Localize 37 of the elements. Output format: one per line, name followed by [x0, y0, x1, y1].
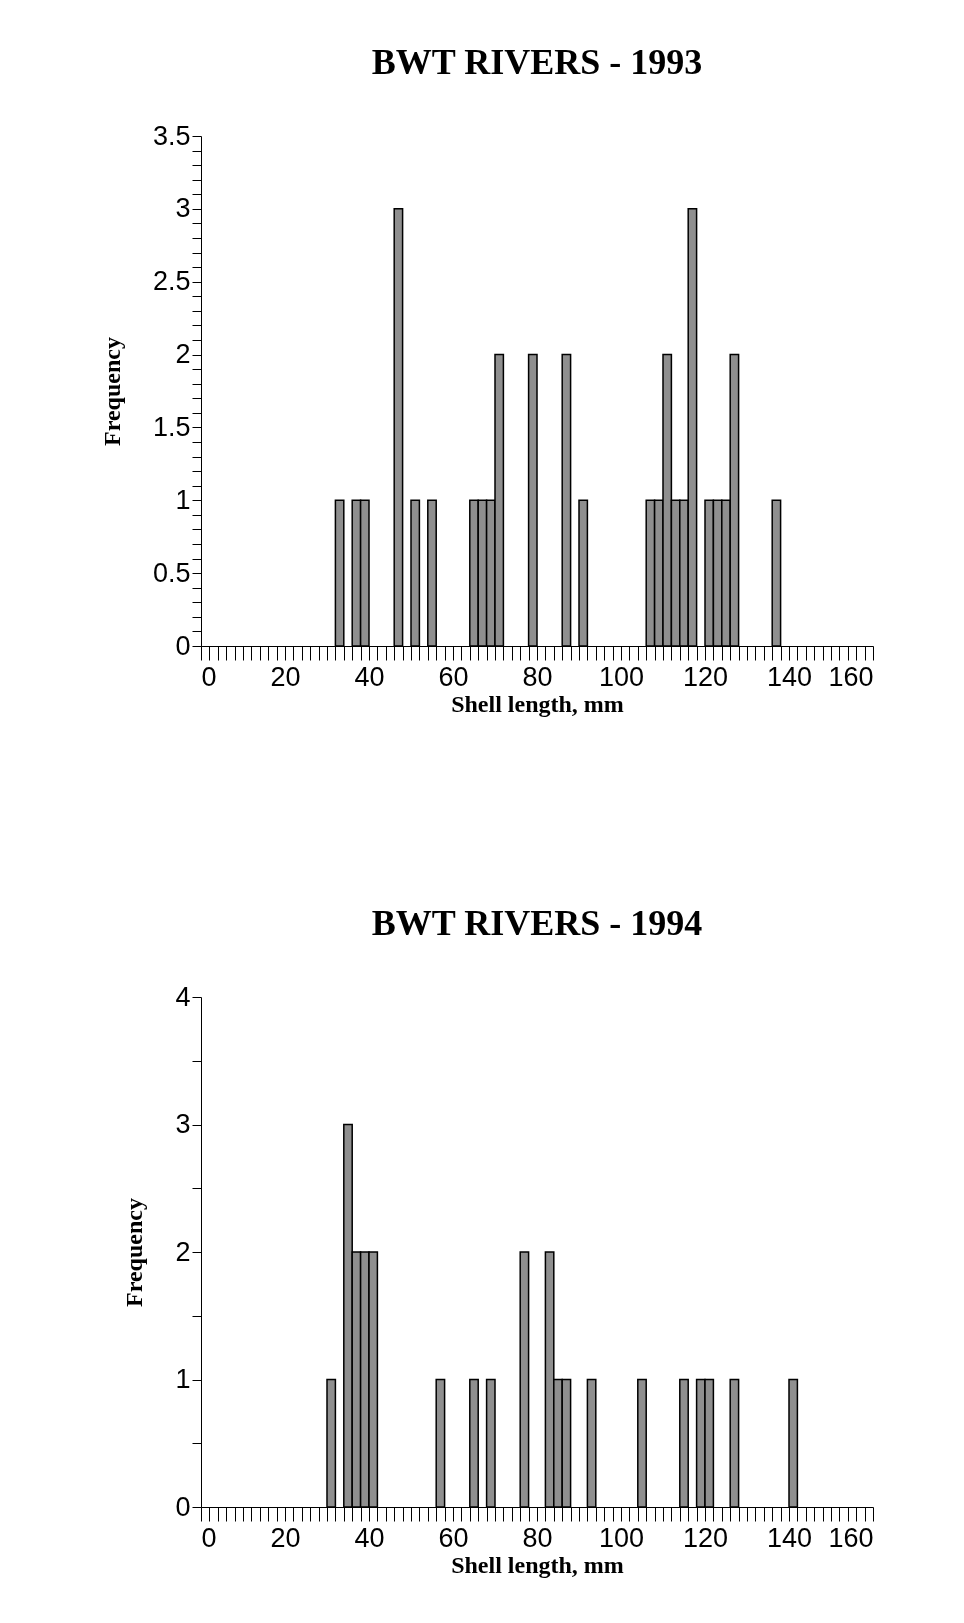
x-tick-label: 160 [828, 1522, 874, 1553]
x-tick-label: 120 [682, 1522, 729, 1553]
x-tick-label: 0 [201, 1522, 217, 1553]
y-tick-label: 0 [175, 1491, 191, 1522]
y-tick-label: 3 [175, 1109, 191, 1139]
x-tick-label: 20 [270, 661, 301, 692]
x-tick-label: 140 [766, 1522, 813, 1553]
y-tick-label: 0 [175, 630, 191, 661]
y-axis-title: Frequency [98, 337, 125, 446]
x-tick-label: 120 [682, 661, 729, 692]
y-tick-label: 2 [175, 1236, 191, 1267]
y-tick-label: 1 [175, 484, 191, 515]
x-axis-title: Shell length, mm [451, 690, 624, 717]
x-tick-label: 60 [438, 1522, 469, 1553]
x-tick-label: 160 [828, 661, 874, 692]
x-axis-title: Shell length, mm [451, 1551, 624, 1578]
x-tick-label: 80 [522, 661, 553, 692]
chart-title: BWT RIVERS - 1994 [371, 903, 703, 943]
y-tick-label: 1 [175, 1364, 191, 1394]
x-tick-label: 80 [522, 1522, 553, 1553]
chart-title: BWT RIVERS - 1993 [371, 42, 703, 82]
x-tick-label: 60 [438, 661, 469, 692]
x-tick-label: 100 [598, 1522, 645, 1553]
y-tick-label: 3.5 [152, 120, 191, 151]
x-tick-label: 40 [354, 661, 385, 692]
y-tick-label: 2 [175, 339, 191, 370]
y-tick-label: 4 [175, 981, 191, 1012]
y-tick-label: 2.5 [152, 266, 191, 297]
x-tick-label: 20 [270, 1522, 301, 1553]
y-tick-label: 0.5 [152, 557, 191, 588]
y-tick-label: 3 [175, 193, 191, 224]
x-tick-label: 40 [354, 1522, 385, 1553]
y-tick-label: 1.5 [152, 411, 191, 442]
x-tick-label: 140 [766, 661, 813, 692]
y-axis-title: Frequency [121, 1198, 148, 1307]
x-tick-label: 100 [598, 661, 645, 692]
x-tick-label: 0 [201, 661, 217, 692]
